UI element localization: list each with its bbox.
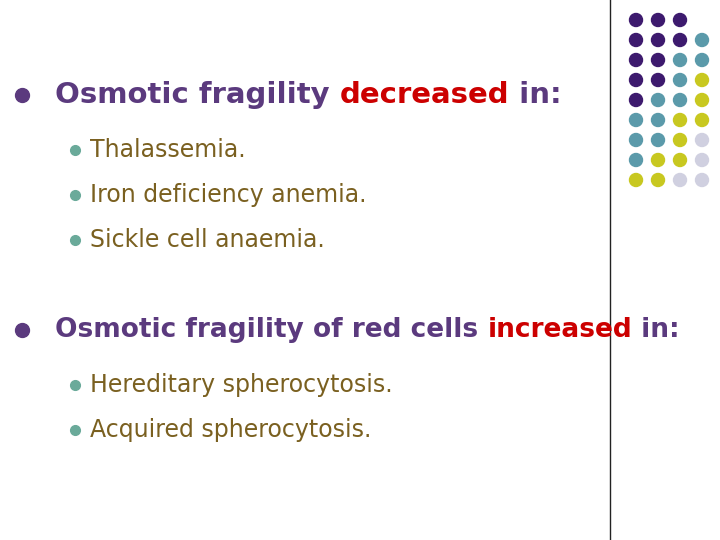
Text: Acquired spherocytosis.: Acquired spherocytosis. xyxy=(90,418,372,442)
Circle shape xyxy=(629,14,642,26)
Text: Osmotic fragility of red cells: Osmotic fragility of red cells xyxy=(55,317,487,343)
Text: decreased: decreased xyxy=(340,81,509,109)
Circle shape xyxy=(673,113,686,126)
Circle shape xyxy=(696,73,708,86)
Text: Osmotic fragility: Osmotic fragility xyxy=(55,81,340,109)
Circle shape xyxy=(629,73,642,86)
Circle shape xyxy=(673,73,686,86)
Circle shape xyxy=(673,133,686,146)
Circle shape xyxy=(696,33,708,46)
Text: Thalassemia.: Thalassemia. xyxy=(90,138,246,162)
Circle shape xyxy=(652,133,665,146)
Circle shape xyxy=(673,93,686,106)
Circle shape xyxy=(629,173,642,186)
Circle shape xyxy=(629,153,642,166)
Circle shape xyxy=(629,53,642,66)
Circle shape xyxy=(652,153,665,166)
Circle shape xyxy=(673,14,686,26)
Circle shape xyxy=(629,133,642,146)
Text: Hereditary spherocytosis.: Hereditary spherocytosis. xyxy=(90,373,392,397)
Circle shape xyxy=(696,53,708,66)
Circle shape xyxy=(696,113,708,126)
Circle shape xyxy=(673,153,686,166)
Circle shape xyxy=(629,93,642,106)
Circle shape xyxy=(652,33,665,46)
Circle shape xyxy=(652,73,665,86)
Circle shape xyxy=(629,33,642,46)
Circle shape xyxy=(652,53,665,66)
Text: increased: increased xyxy=(487,317,632,343)
Circle shape xyxy=(629,113,642,126)
Text: in:: in: xyxy=(632,317,680,343)
Text: Sickle cell anaemia.: Sickle cell anaemia. xyxy=(90,228,325,252)
Circle shape xyxy=(652,113,665,126)
Circle shape xyxy=(696,153,708,166)
Circle shape xyxy=(696,133,708,146)
Circle shape xyxy=(673,33,686,46)
Circle shape xyxy=(696,93,708,106)
Circle shape xyxy=(652,93,665,106)
Circle shape xyxy=(673,53,686,66)
Circle shape xyxy=(652,14,665,26)
Text: Iron deficiency anemia.: Iron deficiency anemia. xyxy=(90,183,366,207)
Text: in:: in: xyxy=(509,81,562,109)
Circle shape xyxy=(652,173,665,186)
Circle shape xyxy=(696,173,708,186)
Circle shape xyxy=(673,173,686,186)
